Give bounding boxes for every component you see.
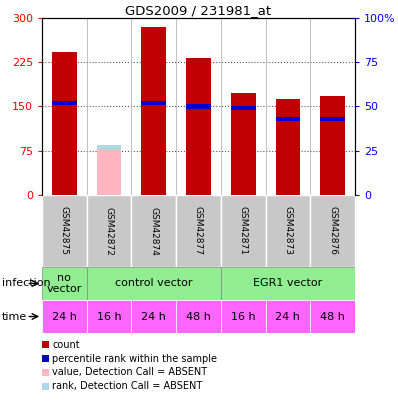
Text: count: count [52,339,80,350]
Text: GSM42871: GSM42871 [239,207,248,256]
Text: rank, Detection Call = ABSENT: rank, Detection Call = ABSENT [52,382,202,392]
Bar [42,300,87,333]
Bar [265,300,310,333]
Bar [310,195,355,267]
Text: 24 h: 24 h [52,311,77,322]
Text: GSM42877: GSM42877 [194,207,203,256]
Bar [276,117,300,121]
Text: time: time [2,311,27,322]
Text: 48 h: 48 h [186,311,211,322]
Bar [320,96,345,195]
Bar [87,300,131,333]
Bar [310,300,355,333]
Bar [186,104,211,109]
Bar [221,195,265,267]
Text: GSM42876: GSM42876 [328,207,337,256]
Text: 16 h: 16 h [231,311,256,322]
Bar [176,195,221,267]
Title: GDS2009 / 231981_at: GDS2009 / 231981_at [125,4,271,17]
Bar [97,147,121,195]
Bar [131,195,176,267]
Bar [52,51,77,195]
Bar [87,267,221,300]
Bar [131,300,176,333]
Bar [142,27,166,195]
Bar [231,93,256,195]
Text: value, Detection Call = ABSENT: value, Detection Call = ABSENT [52,367,207,377]
Text: 16 h: 16 h [97,311,121,322]
Text: no
vector: no vector [47,273,82,294]
Text: infection: infection [2,279,51,288]
Text: 48 h: 48 h [320,311,345,322]
Text: percentile rank within the sample: percentile rank within the sample [52,354,217,364]
Bar [142,101,166,105]
Bar [221,267,355,300]
Bar [320,117,345,121]
Text: control vector: control vector [115,279,193,288]
Bar [87,195,131,267]
Bar [231,106,256,110]
Bar [52,101,77,105]
Bar [276,99,300,195]
Text: 24 h: 24 h [275,311,300,322]
Bar [176,300,221,333]
Bar [186,58,211,195]
Bar [221,300,265,333]
Text: GSM42872: GSM42872 [105,207,113,256]
Text: GSM42875: GSM42875 [60,207,69,256]
Bar [42,267,87,300]
Text: GSM42873: GSM42873 [283,207,293,256]
Bar [42,195,87,267]
Text: GSM42874: GSM42874 [149,207,158,256]
Text: 24 h: 24 h [141,311,166,322]
Bar [265,195,310,267]
Bar [97,145,121,149]
Text: EGR1 vector: EGR1 vector [253,279,322,288]
